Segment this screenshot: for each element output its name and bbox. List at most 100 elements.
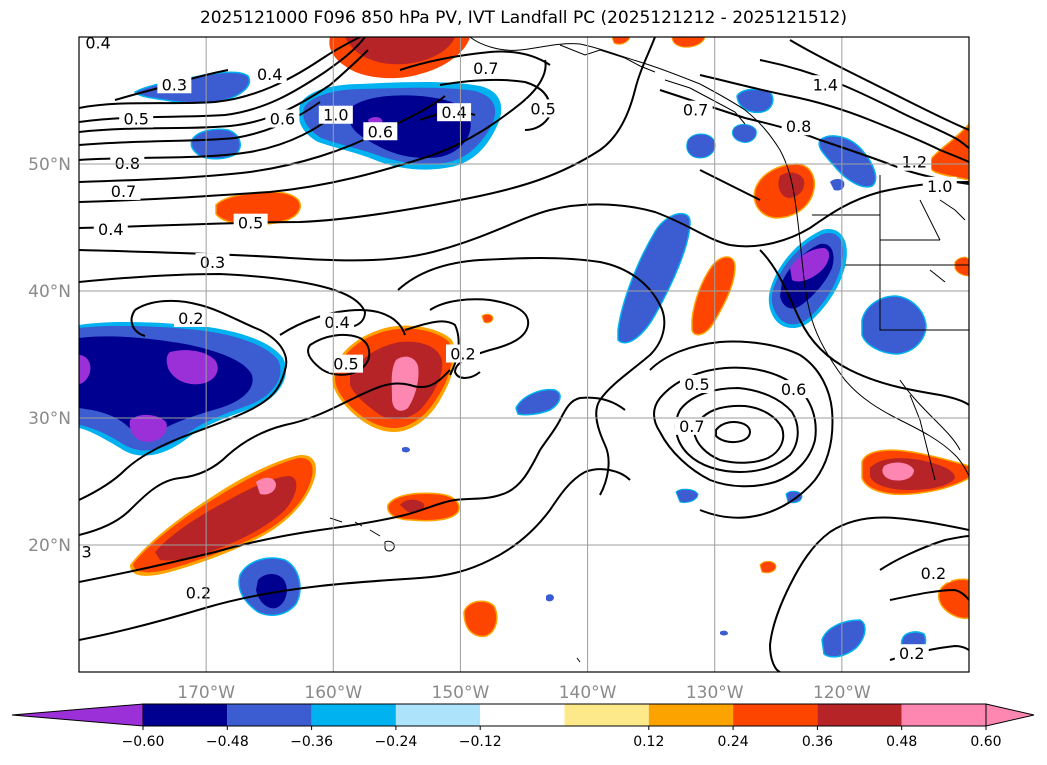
colorbar-tick-label: −0.60	[122, 734, 165, 750]
colorbar-tick-label: −0.48	[206, 734, 249, 750]
ivt-contours	[79, 37, 969, 672]
colorbar-tick-labels: −0.60 −0.48 −0.36 −0.24 −0.12 0.12 0.24 0.36 0.4…	[122, 726, 1002, 750]
contour-label: 0.8	[786, 117, 811, 136]
colorbar-segment	[480, 704, 565, 726]
shade-patch	[759, 560, 777, 574]
lon-tick-label: 170°W	[177, 683, 235, 703]
contour-label: 0.3	[200, 253, 225, 272]
colorbar-segment	[901, 704, 986, 726]
contour-label-bg	[897, 152, 932, 171]
colorbar-tick-label: 0.24	[718, 734, 749, 750]
shade-patch	[691, 256, 736, 336]
lon-tick-label: 140°W	[559, 683, 617, 703]
gridlines	[79, 37, 969, 672]
shade-central-positive	[332, 325, 456, 432]
contour-label-bg	[916, 564, 951, 583]
shade-patch	[256, 574, 287, 609]
contour-label-bg	[233, 213, 268, 232]
lon-tick-label: 120°W	[813, 683, 871, 703]
contour-label: 0.4	[257, 65, 282, 84]
contour-label: 0.4	[85, 33, 110, 52]
contour-label: 0.2	[186, 583, 211, 602]
contour-label-bg	[329, 354, 363, 373]
shade-patch	[400, 499, 425, 513]
contour-label-bg	[445, 344, 480, 363]
colorbar-tick-label: −0.36	[290, 734, 333, 750]
map-plot-area: 0.4 0.3 0.4 0.5 0.6 0.8 1.0 0.6 0.4 0.7 0.5 0.7 0.5 0…	[79, 33, 969, 672]
colorbar-segment	[395, 704, 481, 726]
lon-tick-label: 160°W	[304, 683, 362, 703]
shade-patch	[617, 212, 691, 344]
shade-patch	[736, 88, 774, 114]
shade-baja-positive	[861, 449, 969, 496]
colorbar-arrow-left	[11, 703, 144, 727]
colorbar-segment	[733, 704, 818, 726]
contour-label-bg	[119, 109, 154, 128]
contour-label-bg	[181, 583, 216, 602]
contour-label: 0.7	[111, 182, 136, 201]
contour-label-bg	[173, 308, 208, 327]
contour-label-bg	[252, 65, 287, 84]
colorbar-segment	[311, 704, 396, 726]
shade-patch	[785, 490, 803, 504]
contour-label-bg	[93, 220, 128, 239]
contour-label-bg	[674, 416, 709, 435]
shade-patch	[675, 488, 699, 503]
contour-label-bg	[110, 154, 145, 172]
contour-label-bg	[437, 103, 472, 122]
contour-label-bg	[320, 312, 355, 331]
contour-label: 0.4	[324, 313, 349, 332]
contour-label: 3	[82, 543, 92, 562]
shade-california-negative	[768, 229, 847, 329]
contour-label: 0.3	[162, 75, 187, 94]
colorbar-segment	[227, 704, 312, 726]
lat-tick-label: 20°N	[28, 536, 71, 556]
shade-patch	[861, 295, 927, 355]
shade-patch	[671, 37, 706, 48]
shade-southwest-positive	[130, 454, 316, 576]
contour-label-bg	[265, 109, 300, 128]
colorbar-tick-label: −0.12	[459, 734, 502, 750]
colorbar-tick-label: 0.12	[633, 734, 664, 750]
shade-patch	[463, 600, 498, 638]
contour-label-bg	[679, 374, 714, 393]
contour-label-bg	[79, 542, 94, 561]
contour-label: 0.5	[684, 375, 709, 394]
contour-label-bg	[922, 176, 957, 195]
colorbar	[11, 703, 1035, 727]
shade-patch	[686, 133, 716, 159]
shade-patch	[720, 630, 728, 636]
figure-title: 2025121000 F096 850 hPa PV, IVT Landfall…	[199, 8, 847, 28]
colorbar-outline	[142, 703, 987, 727]
contour-label-bg	[318, 105, 353, 124]
contour-label: 0.5	[238, 214, 263, 233]
lat-tick-label: 40°N	[28, 282, 71, 302]
lon-tick-label: 130°W	[686, 683, 744, 703]
lon-tick-label: 150°W	[432, 683, 490, 703]
shade-patch	[402, 446, 410, 453]
contour-label: 1.0	[927, 177, 952, 196]
shade-patch	[954, 256, 969, 277]
contour-label-bg	[894, 644, 929, 663]
shade-patch	[818, 135, 877, 188]
shade-north-pacific-top	[329, 37, 470, 79]
contour-label: 0.5	[530, 99, 555, 118]
shade-patch	[731, 123, 757, 143]
colorbar-segment	[143, 704, 228, 726]
contour-label: 0.4	[98, 220, 123, 239]
contour-label: 0.7	[473, 59, 498, 78]
contour-label: 0.5	[123, 110, 148, 129]
shade-patch	[778, 172, 805, 198]
map-border	[78, 36, 970, 673]
contour-label: 0.2	[178, 309, 203, 328]
contour-label-bg	[81, 37, 116, 52]
contour-label: 0.6	[781, 380, 806, 399]
lat-tick-label: 30°N	[28, 409, 71, 429]
colorbar-tick-label: −0.24	[374, 734, 417, 750]
lat-tick-labels: 20°N 30°N 40°N 50°N	[28, 155, 71, 556]
contour-label: 0.7	[683, 101, 708, 120]
contour-label: 1.0	[323, 106, 348, 125]
shade-patch	[515, 388, 561, 416]
contour-label-bg	[195, 253, 230, 272]
